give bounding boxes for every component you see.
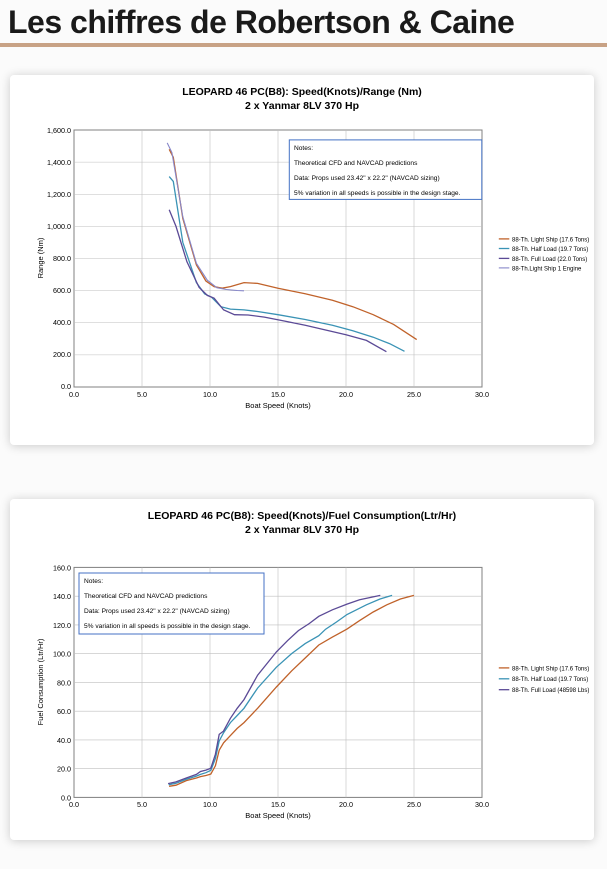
svg-text:0.0: 0.0	[69, 390, 79, 399]
svg-text:120.0: 120.0	[53, 621, 71, 630]
svg-text:1,400.0: 1,400.0	[47, 158, 71, 167]
svg-text:0.0: 0.0	[69, 800, 79, 809]
svg-text:Fuel Consumption (Ltr/Hr): Fuel Consumption (Ltr/Hr)	[36, 638, 45, 725]
svg-text:100.0: 100.0	[53, 650, 71, 659]
svg-text:60.0: 60.0	[57, 707, 71, 716]
svg-text:88-Th.Light Ship 1 Engine: 88-Th.Light Ship 1 Engine	[512, 266, 582, 272]
svg-text:15.0: 15.0	[271, 390, 285, 399]
svg-text:15.0: 15.0	[271, 800, 285, 809]
svg-text:Theoretical CFD and NAVCAD pr: Theoretical CFD and NAVCAD predictions	[294, 160, 418, 167]
svg-text:200.0: 200.0	[53, 350, 71, 359]
svg-text:Data: Props used 23.42" x 22.2: Data: Props used 23.42" x 22.2" (NAVCAD …	[294, 175, 440, 182]
svg-text:Notes:: Notes:	[84, 578, 103, 585]
svg-text:5.0: 5.0	[137, 390, 147, 399]
svg-text:20.0: 20.0	[339, 800, 353, 809]
svg-text:Theoretical CFD and NAVCAD pre: Theoretical CFD and NAVCAD predictions	[84, 593, 208, 600]
svg-text:30.0: 30.0	[475, 390, 489, 399]
svg-text:5% variation in all speeds is: 5% variation in all speeds is possible i…	[294, 190, 461, 197]
svg-text:88-Th. Half Load (19.7 Tons): 88-Th. Half Load (19.7 Tons)	[512, 677, 588, 683]
svg-text:1,200.0: 1,200.0	[47, 190, 71, 199]
svg-text:1,600.0: 1,600.0	[47, 126, 71, 135]
svg-text:5.0: 5.0	[137, 800, 147, 809]
svg-text:88-Th. Light Ship (17.6 Tons): 88-Th. Light Ship (17.6 Tons)	[512, 237, 589, 243]
svg-text:1,000.0: 1,000.0	[47, 222, 71, 231]
svg-text:30.0: 30.0	[475, 800, 489, 809]
svg-text:20.0: 20.0	[339, 390, 353, 399]
svg-text:10.0: 10.0	[203, 390, 217, 399]
svg-text:Data: Props used 23.42" x 22.2: Data: Props used 23.42" x 22.2" (NAVCAD …	[84, 608, 230, 615]
svg-text:25.0: 25.0	[407, 800, 421, 809]
svg-text:5% variation in all speeds is: 5% variation in all speeds is possible i…	[84, 623, 251, 630]
svg-text:800.0: 800.0	[53, 254, 71, 263]
svg-text:Notes:: Notes:	[294, 145, 313, 152]
svg-text:Boat Speed (Knots): Boat Speed (Knots)	[245, 811, 311, 820]
svg-text:25.0: 25.0	[407, 390, 421, 399]
svg-text:88-Th. Full Load (48598 Lbs): 88-Th. Full Load (48598 Lbs)	[512, 688, 589, 694]
svg-text:80.0: 80.0	[57, 679, 71, 688]
svg-text:600.0: 600.0	[53, 286, 71, 295]
svg-text:Boat Speed (Knots): Boat Speed (Knots)	[245, 401, 311, 410]
svg-text:400.0: 400.0	[53, 318, 71, 327]
svg-text:40.0: 40.0	[57, 736, 71, 745]
svg-text:88-Th. Light Ship (17.6 Tons): 88-Th. Light Ship (17.6 Tons)	[512, 666, 589, 672]
svg-text:Range (Nm): Range (Nm)	[36, 237, 45, 278]
svg-text:160.0: 160.0	[53, 564, 71, 573]
svg-text:20.0: 20.0	[57, 765, 71, 774]
svg-text:140.0: 140.0	[53, 592, 71, 601]
svg-text:88-Th. Half Load (19.7 Tons): 88-Th. Half Load (19.7 Tons)	[512, 247, 588, 253]
svg-text:10.0: 10.0	[203, 800, 217, 809]
svg-text:88-Th. Full Load (22.0 Tons): 88-Th. Full Load (22.0 Tons)	[512, 257, 587, 263]
